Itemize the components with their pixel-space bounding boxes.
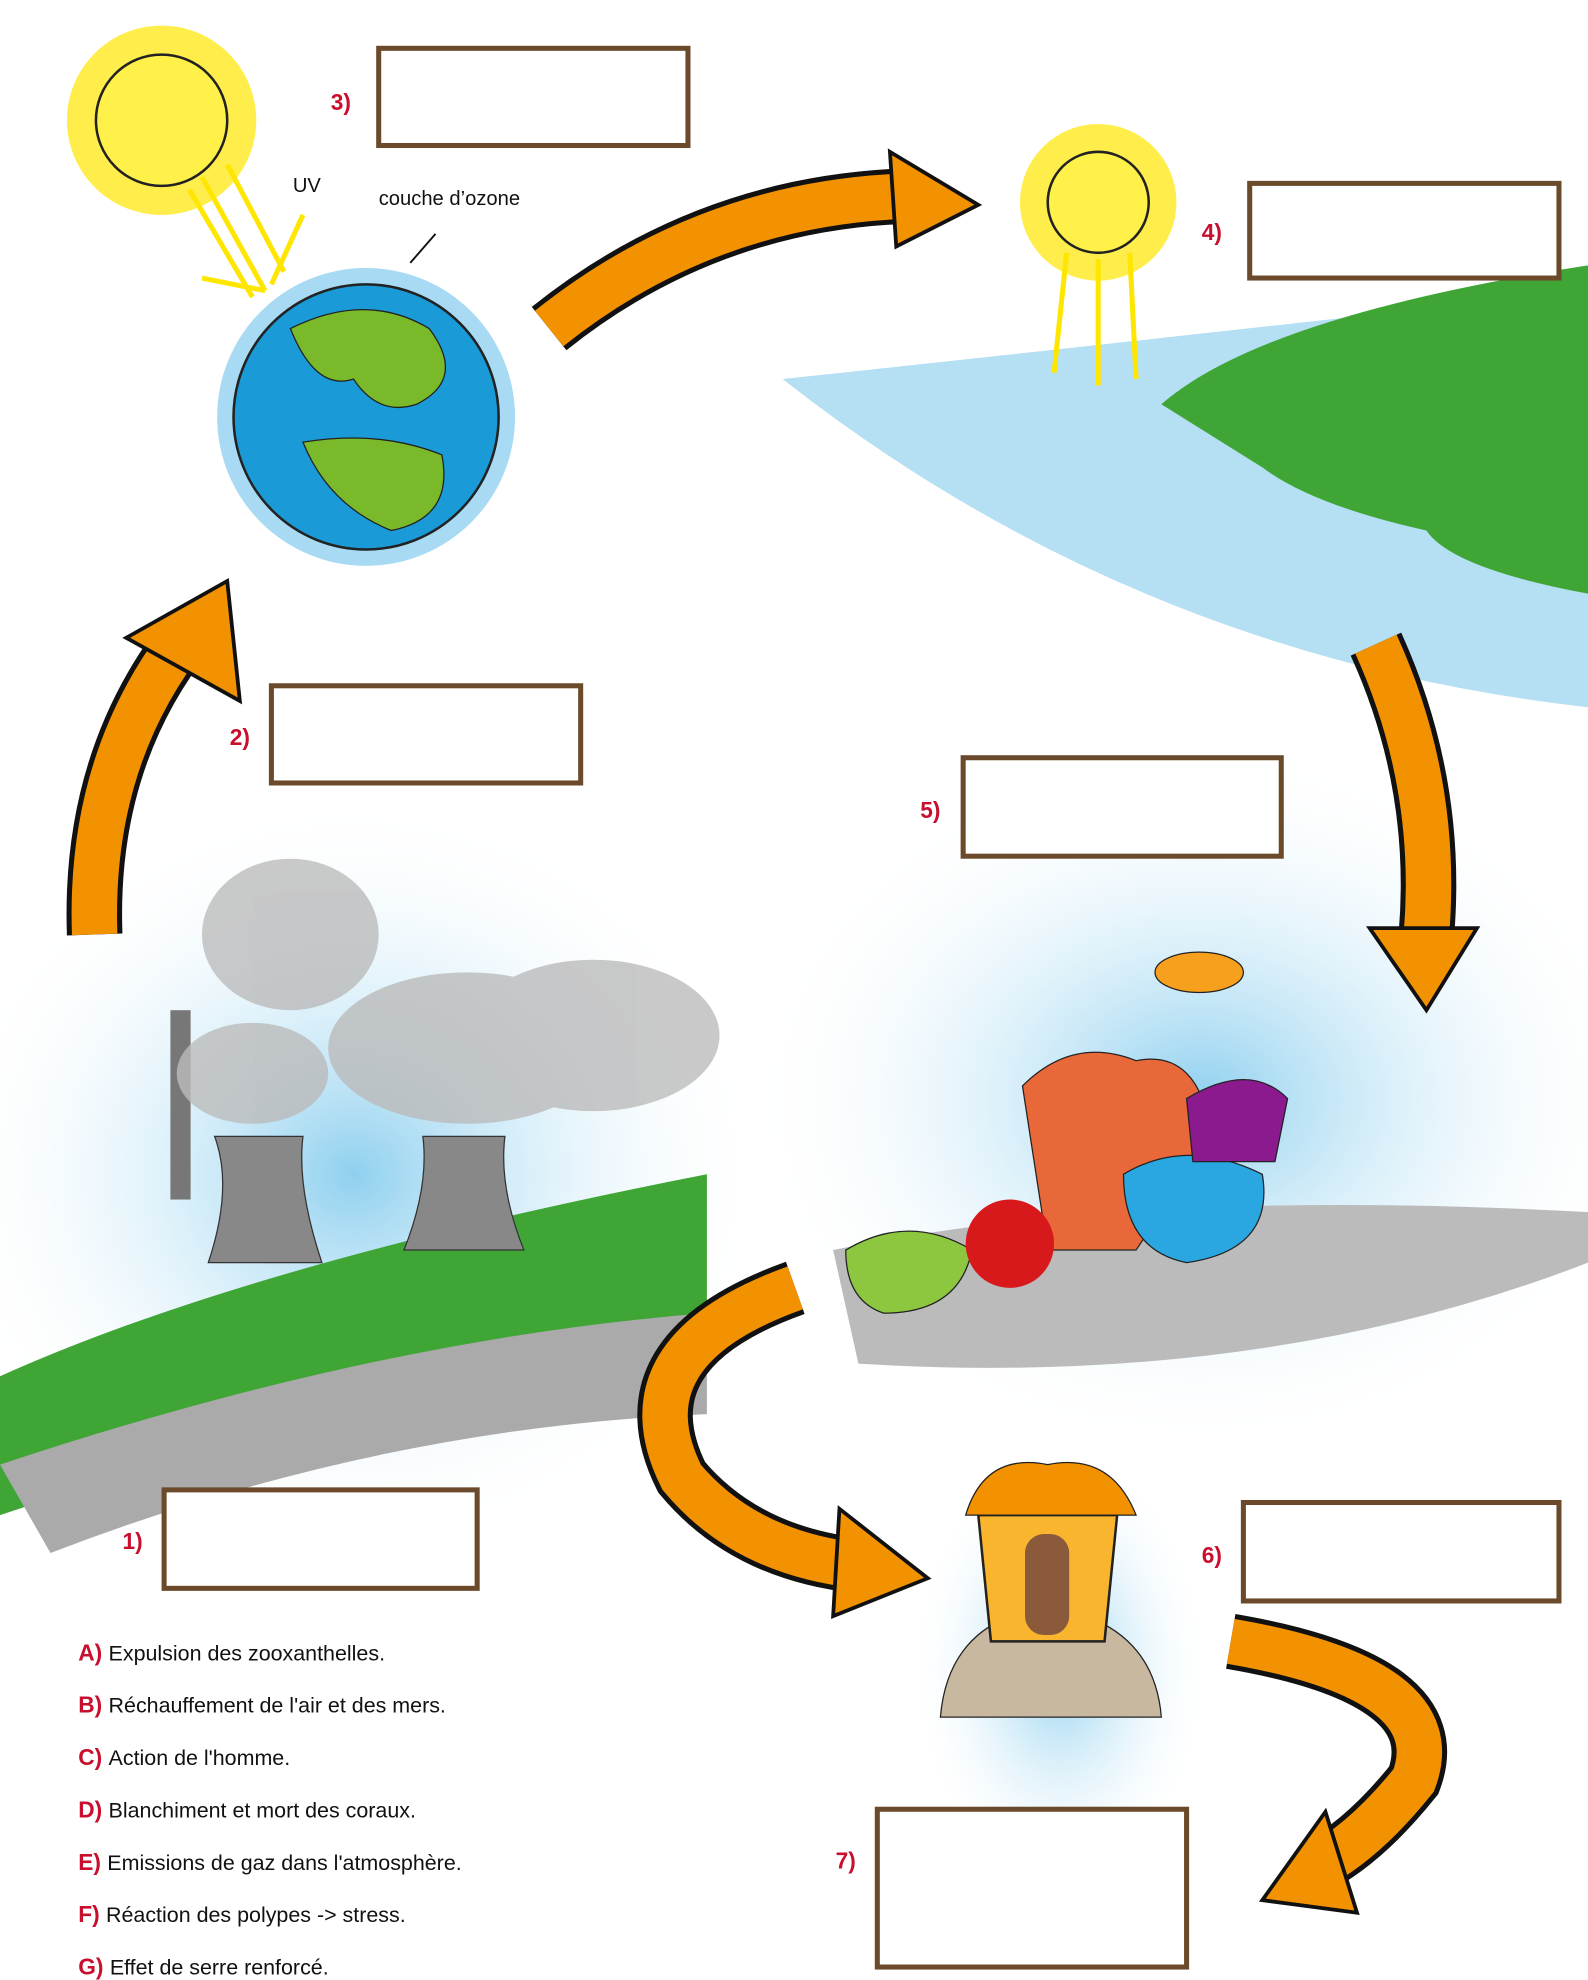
legend-text: Réchauffement de l'air et des mers. bbox=[109, 1694, 446, 1718]
legend-letter: G) bbox=[78, 1954, 103, 1980]
step-number: 5) bbox=[920, 797, 940, 823]
legend-letter: A) bbox=[78, 1639, 102, 1665]
uv-label: UV bbox=[293, 175, 322, 197]
legend-letter: C) bbox=[78, 1744, 102, 1770]
legend-letter: B) bbox=[78, 1692, 102, 1718]
coral bbox=[966, 1200, 1054, 1288]
legend-item: A) Expulsion des zooxanthelles. bbox=[78, 1639, 385, 1665]
answer-box bbox=[963, 758, 1281, 856]
legend-letter: D) bbox=[78, 1796, 102, 1822]
answer-box bbox=[379, 48, 688, 145]
legend-text: Effet de serre renforcé. bbox=[110, 1956, 329, 1980]
step-number: 7) bbox=[836, 1847, 856, 1873]
legend-item: G) Effet de serre renforcé. bbox=[78, 1954, 328, 1980]
answer-box bbox=[1250, 183, 1559, 278]
legend-letter: F) bbox=[78, 1901, 99, 1927]
legend-letter: E) bbox=[78, 1849, 101, 1875]
legend-item: D) Blanchiment et mort des coraux. bbox=[78, 1796, 416, 1822]
step-number: 3) bbox=[331, 89, 351, 115]
step-number: 6) bbox=[1202, 1542, 1222, 1568]
step-number: 4) bbox=[1202, 219, 1222, 245]
sun bbox=[96, 55, 227, 186]
diagram: 1) 2) 3) 4) 5) 6) 7) UV couche d’ozone A) Expul… bbox=[0, 0, 1588, 1980]
coral bbox=[1187, 1080, 1288, 1162]
legend-text: Expulsion des zooxanthelles. bbox=[109, 1641, 385, 1665]
uv-rays bbox=[189, 164, 303, 297]
chimney bbox=[170, 1010, 190, 1199]
fish bbox=[1155, 952, 1243, 992]
legend-text: Blanchiment et mort des coraux. bbox=[109, 1798, 416, 1822]
answer-box bbox=[164, 1490, 477, 1588]
answer-box bbox=[271, 686, 580, 783]
legend-text: Action de l'homme. bbox=[109, 1746, 291, 1770]
legend-item: B) Réchauffement de l'air et des mers. bbox=[78, 1692, 446, 1718]
answer-box bbox=[1243, 1503, 1559, 1601]
legend-item: F) Réaction des polypes -> stress. bbox=[78, 1901, 405, 1927]
step-number: 2) bbox=[230, 724, 250, 750]
step-number: 1) bbox=[122, 1528, 142, 1554]
ozone-label: couche d’ozone bbox=[379, 188, 520, 210]
polyp-core bbox=[1025, 1534, 1069, 1635]
legend-text: Emissions de gaz dans l'atmosphère. bbox=[107, 1851, 461, 1875]
legend-item: C) Action de l'homme. bbox=[78, 1744, 290, 1770]
sun bbox=[1048, 152, 1149, 253]
answer-box bbox=[877, 1809, 1186, 1967]
legend-item: E)Emissions de gaz dans l'atmosphère. bbox=[78, 1849, 461, 1875]
ozone-pointer bbox=[410, 234, 435, 263]
legend-text: Réaction des polypes -> stress. bbox=[106, 1903, 406, 1927]
